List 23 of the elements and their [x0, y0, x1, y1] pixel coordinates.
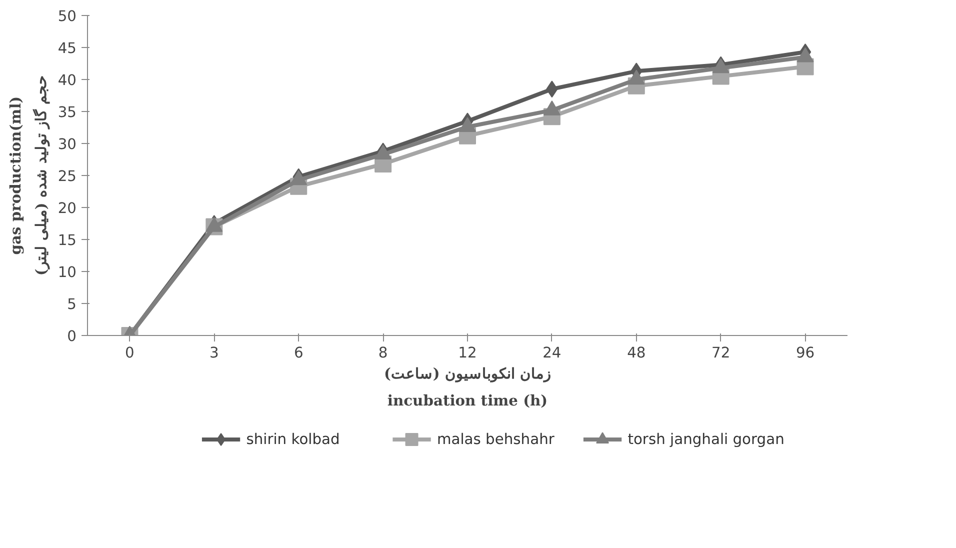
- y-tick-label: 45: [58, 40, 77, 57]
- x-tick-label: 96: [796, 344, 815, 362]
- y-tick-label: 15: [58, 232, 77, 249]
- legend-label: torsh janghali gorgan: [628, 431, 784, 448]
- y-tick-label: 30: [58, 136, 77, 153]
- y-tick-label: 40: [58, 72, 77, 89]
- x-tick-label: 12: [458, 344, 477, 362]
- x-tick-label: 0: [125, 344, 134, 362]
- y-tick-label: 20: [58, 200, 77, 217]
- x-tick-label: 24: [542, 344, 562, 362]
- y-tick-label: 50: [58, 8, 77, 25]
- legend-label: shirin kolbad: [246, 431, 340, 448]
- x-tick-label: 3: [210, 344, 219, 362]
- x-tick-label: 48: [627, 344, 646, 362]
- y-tick-label: 0: [67, 328, 77, 345]
- y-tick-label: 5: [67, 296, 77, 313]
- x-tick-label: 6: [294, 344, 304, 362]
- x-tick-label: 8: [378, 344, 388, 362]
- y-tick-label: 25: [58, 168, 77, 185]
- y-tick-label: 10: [58, 264, 77, 281]
- y-tick-label: 35: [58, 104, 77, 121]
- x-tick-label: 72: [712, 344, 730, 362]
- legend-label: malas behshahr: [436, 431, 556, 448]
